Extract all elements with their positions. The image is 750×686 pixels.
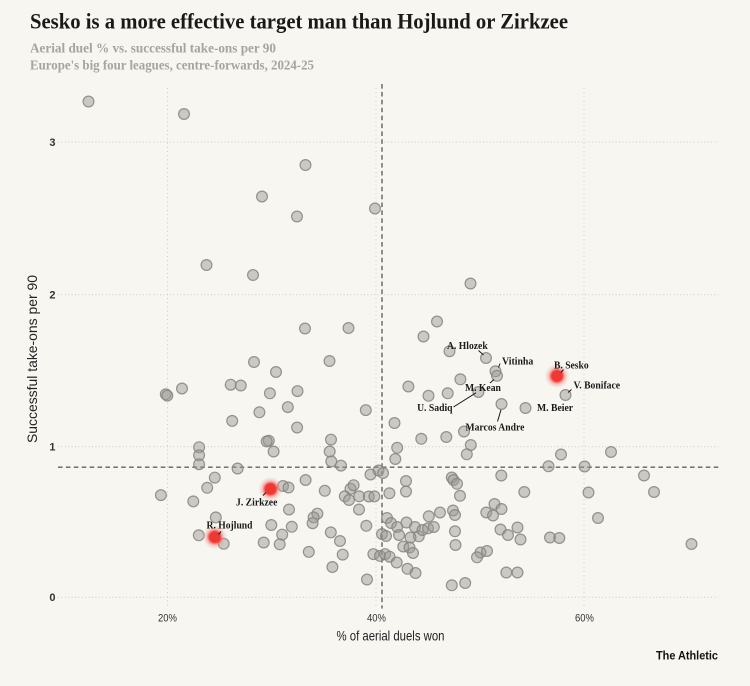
- svg-text:J. Zirkzee: J. Zirkzee: [236, 498, 278, 509]
- svg-text:3: 3: [49, 137, 55, 149]
- svg-text:Aerial duel % vs. successful t: Aerial duel % vs. successful take-ons pe…: [30, 42, 276, 57]
- svg-text:% of aerial duels won: % of aerial duels won: [337, 628, 445, 644]
- svg-text:20%: 20%: [158, 613, 177, 625]
- svg-text:Vitinha: Vitinha: [502, 357, 534, 368]
- svg-text:M. Beier: M. Beier: [537, 403, 573, 414]
- svg-text:V. Boniface: V. Boniface: [574, 381, 621, 392]
- svg-text:2: 2: [49, 290, 55, 302]
- svg-text:Marcos Andre: Marcos Andre: [466, 423, 525, 434]
- svg-text:1: 1: [49, 442, 55, 454]
- svg-text:The Athletic: The Athletic: [656, 649, 718, 663]
- svg-text:R. Hojlund: R. Hojlund: [207, 521, 253, 532]
- svg-text:Europe's big four leagues, cen: Europe's big four leagues, centre-forwar…: [30, 59, 314, 74]
- svg-text:40%: 40%: [367, 613, 386, 625]
- svg-text:A. Hlozek: A. Hlozek: [447, 341, 488, 352]
- svg-text:M. Kean: M. Kean: [465, 383, 501, 394]
- svg-text:Sesko is a more effective targ: Sesko is a more effective target man tha…: [30, 9, 568, 34]
- svg-text:60%: 60%: [575, 613, 594, 625]
- svg-text:0: 0: [49, 592, 55, 604]
- svg-text:B. Sesko: B. Sesko: [554, 361, 589, 372]
- svg-text:U. Sadiq: U. Sadiq: [417, 403, 453, 414]
- svg-text:Successful take-ons per 90: Successful take-ons per 90: [24, 275, 40, 443]
